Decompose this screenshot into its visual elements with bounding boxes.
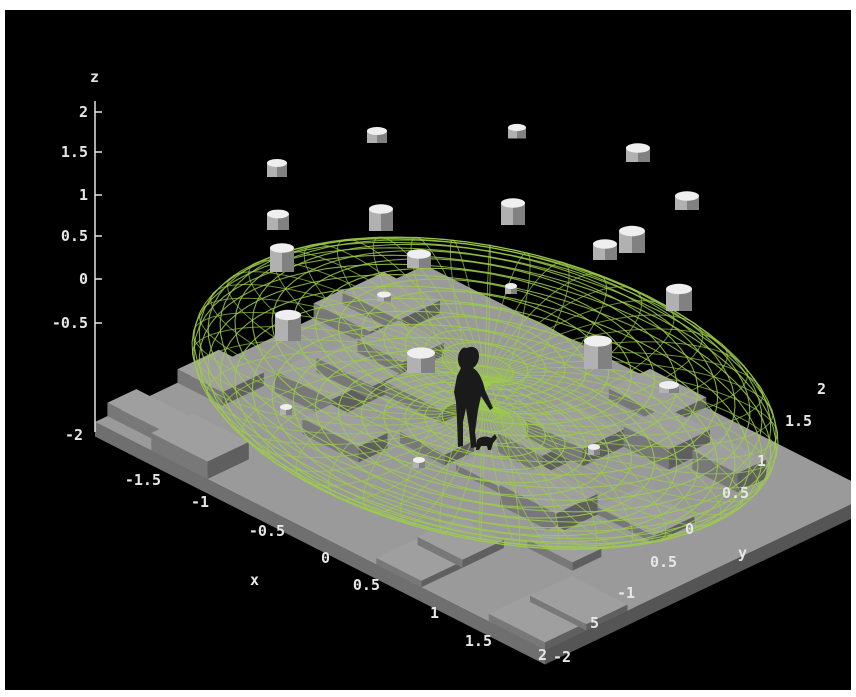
floating-block (270, 243, 294, 272)
floor-block-side (582, 429, 624, 467)
floor-block-side (572, 548, 602, 571)
floor-block-side (417, 536, 463, 568)
floor-side-front (95, 422, 545, 665)
floating-block (588, 444, 600, 455)
y-tick-label: -1 (617, 584, 635, 602)
floor-block-side (313, 303, 370, 347)
z-tick-label: 2 (79, 103, 88, 121)
floor-block-top (488, 594, 587, 643)
floating-block (407, 249, 431, 268)
floating-block (501, 198, 525, 225)
z-axis-label: z (90, 68, 99, 86)
floor-block-side (456, 464, 502, 494)
floor-block-top (107, 389, 193, 432)
floating-block (508, 123, 526, 139)
floating-block (413, 457, 425, 468)
floating-block (593, 239, 617, 260)
y-tick-label: 0.5 (650, 553, 677, 571)
dog-silhouette (476, 434, 497, 450)
z-tick-labels: 2 1.5 1 0.5 0 -0.5 -2 (52, 103, 102, 444)
floating-blocks (267, 123, 699, 468)
floor-block-side (376, 557, 422, 588)
x-tick-label: -1 (191, 493, 209, 511)
floating-block (659, 381, 679, 393)
floor-block-side (586, 604, 628, 631)
z-tick-label: 1 (79, 186, 88, 204)
floating-block (369, 204, 393, 231)
floor-block-side (107, 402, 164, 445)
floating-block (275, 309, 301, 341)
floating-block (280, 404, 292, 415)
z-tick-label: 0 (79, 270, 88, 288)
floor-block-side (421, 561, 463, 588)
floor-block-top (623, 407, 710, 450)
figure-body (454, 346, 493, 448)
y-tick-label: -2 (553, 648, 571, 666)
z-tick-label: -0.5 (52, 314, 88, 332)
floating-block (505, 283, 517, 294)
x-axis-label: x (250, 571, 259, 589)
floating-block (584, 335, 612, 369)
x-tick-label: 1 (430, 604, 439, 622)
x-tick-label: -0.5 (249, 522, 285, 540)
floor-block-side (488, 613, 545, 650)
floating-block (377, 291, 391, 302)
z-tick-label: 1.5 (61, 143, 88, 161)
x-tick-labels: -1.5 -1 -0.5 0 0.5 1 1.5 2 (125, 471, 547, 664)
x-tick-label: 1.5 (465, 632, 492, 650)
floating-block (619, 225, 645, 253)
y-axis-label: y (738, 544, 747, 562)
y-tick-label: 5 (590, 614, 599, 632)
floor-block-side (207, 441, 249, 479)
floating-block (626, 143, 650, 162)
floor-block-top (376, 538, 463, 581)
y-tick-label: 1.5 (785, 412, 812, 430)
floating-block (267, 159, 287, 177)
floating-block (407, 347, 435, 373)
floor-block-top (692, 436, 767, 474)
floating-block (675, 191, 699, 210)
x-tick-label: 0 (321, 549, 330, 567)
y-tick-label: 0 (685, 520, 694, 538)
floor-block-side (692, 450, 738, 493)
floor-block-top (151, 413, 249, 462)
z-tick-label: 0.5 (61, 227, 88, 245)
y-tick-label: 0.5 (722, 484, 749, 502)
y-tick-labels: 2 1.5 1 0.5 0 0.5 -1 5 -2 (553, 380, 826, 666)
x-tick-label: 0.5 (353, 576, 380, 594)
floor-block-top (597, 487, 695, 536)
y-tick-label: 2 (817, 380, 826, 398)
floor-block-top (384, 367, 470, 411)
floor-block-top (456, 450, 530, 488)
x-tick-label: -1.5 (125, 471, 161, 489)
z-axis: z (90, 68, 99, 432)
floor-side-right (545, 504, 851, 665)
y-tick-label: 1 (757, 452, 766, 470)
woman-silhouette-icon (454, 346, 497, 450)
floor-block-top (302, 404, 388, 447)
floating-block (666, 283, 692, 311)
z-tick-label: -2 (65, 426, 83, 444)
chart-svg: z 21.510.50-0.5-2 -1.5-1-0.500.511.52 21… (52, 68, 851, 666)
floor-block-top (530, 576, 628, 625)
floor-block-side (545, 622, 587, 650)
floor-block-top (608, 368, 707, 418)
floating-block (267, 209, 289, 230)
x-tick-label: 2 (538, 646, 547, 664)
floor-block-side (597, 507, 654, 543)
floor-block-side (462, 540, 504, 568)
floor-block-side (316, 357, 373, 401)
floor-block-side (530, 595, 587, 631)
floating-block (367, 127, 387, 143)
floor-block-top (417, 517, 504, 560)
floor-block-side (151, 433, 208, 479)
